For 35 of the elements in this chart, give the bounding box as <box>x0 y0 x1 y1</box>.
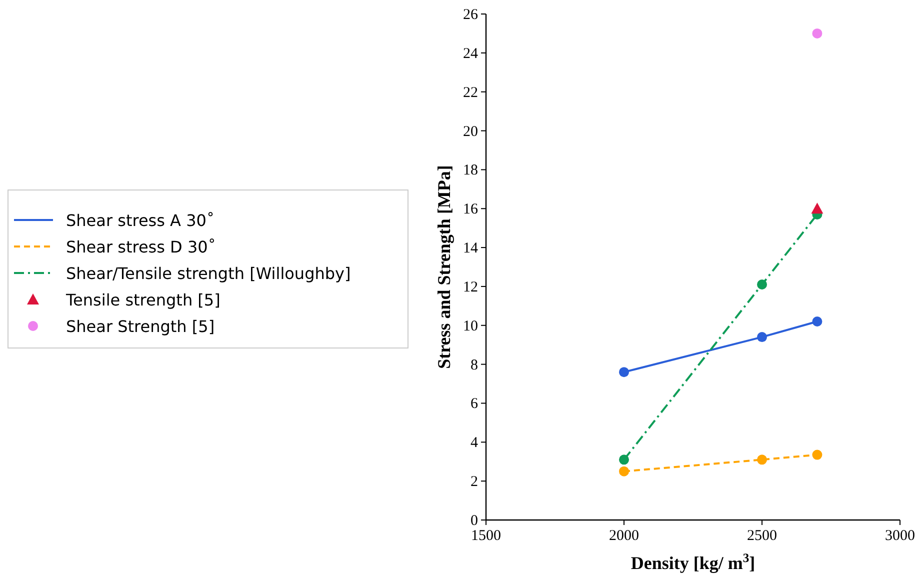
y-tick-label: 0 <box>470 513 478 529</box>
y-axis-title: Stress and Strength [MPa] <box>434 165 454 369</box>
y-tick-label: 22 <box>463 84 478 101</box>
y-tick-label: 6 <box>470 396 478 412</box>
y-tick-label: 20 <box>463 124 478 140</box>
y-tick-label: 10 <box>463 318 478 334</box>
y-tick-label: 12 <box>463 279 478 296</box>
x-axis-title: Density [kg/ m$^{3}$] <box>630 551 756 573</box>
legend-label: Shear/Tensile strength [Willoughby] <box>66 264 351 283</box>
y-tick-label: 24 <box>463 46 478 62</box>
legend-label: Shear Strength [5] <box>66 317 215 336</box>
point <box>757 454 767 465</box>
legend-label: Tensile strength [5] <box>65 290 220 310</box>
point <box>812 28 822 38</box>
y-tick-label: 16 <box>463 202 478 218</box>
point <box>757 280 767 290</box>
point <box>757 332 767 342</box>
point <box>619 367 629 378</box>
y-tick-label: 2 <box>470 474 478 490</box>
y-tick-label: 4 <box>470 435 478 452</box>
y-tick-label: 18 <box>463 162 478 179</box>
y-tick-label: 8 <box>470 357 478 374</box>
x-tick-label: 2500 <box>747 528 777 544</box>
point <box>812 450 822 460</box>
y-tick-label: 14 <box>463 240 478 257</box>
legend-label: Shear stress A 30˚ <box>66 211 214 230</box>
y-tick-label: 26 <box>463 7 478 23</box>
point <box>811 202 824 214</box>
x-tick-label: 3000 <box>885 528 915 544</box>
x-tick-label: 1500 <box>471 528 501 544</box>
point <box>619 466 629 476</box>
point <box>812 316 822 326</box>
x-tick-label: 2000 <box>609 528 639 544</box>
legend-label: Shear stress D 30˚ <box>66 238 216 256</box>
point <box>619 454 629 465</box>
